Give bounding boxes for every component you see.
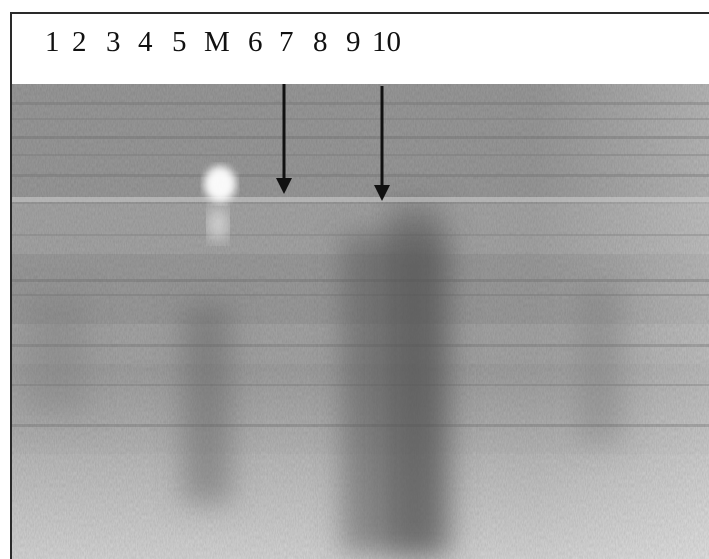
lane-smears <box>27 204 622 559</box>
lane-label-8: 8 <box>313 26 328 58</box>
lane-label-9: 9 <box>346 26 361 58</box>
well-line <box>12 197 709 202</box>
gel-image <box>12 84 709 559</box>
marker-band <box>204 166 236 242</box>
lane-label-10: 10 <box>372 26 401 58</box>
lane-label-strip: 1 2 3 4 5 M 6 7 8 9 10 <box>12 14 709 84</box>
lane-label-5: 5 <box>172 26 187 58</box>
gel-svg <box>12 84 709 559</box>
lane-label-4: 4 <box>138 26 153 58</box>
lane-label-2: 2 <box>72 26 87 58</box>
lane-label-1: 1 <box>45 26 60 58</box>
arrow-lane-7 <box>276 84 292 194</box>
arrow-lane-9 <box>374 86 390 201</box>
lane-label-m: M <box>204 26 230 58</box>
lane-label-3: 3 <box>106 26 121 58</box>
lane-label-7: 7 <box>279 26 294 58</box>
lane-label-6: 6 <box>248 26 263 58</box>
